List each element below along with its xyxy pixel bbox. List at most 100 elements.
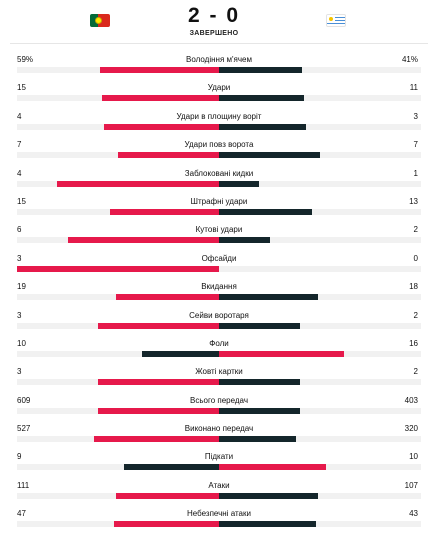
- away-bar: [219, 436, 296, 443]
- home-bar-track: [17, 379, 219, 386]
- header-divider: [10, 43, 428, 44]
- away-bar: [219, 464, 327, 471]
- home-bar: [67, 237, 219, 244]
- home-value: 3: [17, 310, 22, 320]
- home-value: 4: [17, 168, 22, 178]
- home-value: 19: [17, 282, 26, 292]
- away-value: 11: [409, 83, 418, 93]
- stat-row: 527 Виконано передач 320: [0, 419, 428, 447]
- away-bar-track: [219, 350, 421, 357]
- stat-label: Удари в площину воріт: [176, 111, 262, 121]
- stat-row: 15 Удари 11: [0, 78, 428, 106]
- home-bar: [93, 436, 219, 443]
- home-value: 527: [17, 424, 31, 434]
- away-value: 10: [409, 452, 418, 462]
- home-value: 9: [17, 452, 22, 462]
- away-bar-track: [219, 180, 421, 187]
- home-bar-track: [17, 294, 219, 301]
- home-bar: [97, 379, 219, 386]
- home-bar-track: [17, 407, 219, 414]
- home-bar-track: [17, 265, 219, 272]
- home-bar-track: [17, 67, 219, 73]
- stat-row: 7 Удари повз ворота 7: [0, 135, 428, 163]
- home-bar: [17, 265, 219, 272]
- home-value: 10: [17, 338, 26, 348]
- away-value: 320: [404, 424, 418, 434]
- stat-row: 4 Удари в площину воріт 3: [0, 107, 428, 135]
- home-bar-track: [17, 152, 219, 159]
- away-bar-track: [219, 492, 421, 499]
- home-bar: [118, 152, 219, 159]
- stat-label: Небезпечні атаки: [187, 509, 251, 519]
- stat-label: Удари повз ворота: [184, 140, 254, 150]
- away-bar: [219, 407, 300, 414]
- away-value: 2: [413, 225, 418, 235]
- away-value: 43: [409, 509, 418, 519]
- stat-label: Удари: [207, 83, 231, 93]
- stat-row: 6 Кутові удари 2: [0, 220, 428, 248]
- stat-row: 111 Атаки 107: [0, 476, 428, 504]
- stat-label: Атаки: [208, 480, 230, 490]
- home-bar: [57, 180, 219, 187]
- home-value: 15: [17, 196, 26, 206]
- stat-label: Фоли: [209, 338, 229, 348]
- away-bar-track: [219, 123, 421, 130]
- away-bar: [219, 521, 316, 528]
- away-bar: [219, 208, 312, 215]
- away-bar: [219, 152, 320, 159]
- home-bar: [124, 464, 219, 471]
- away-value: 13: [409, 196, 418, 206]
- away-bar-track: [219, 464, 421, 471]
- home-bar: [103, 123, 219, 130]
- away-bar-track: [219, 265, 421, 272]
- away-bar-track: [219, 152, 421, 159]
- home-bar-track: [17, 208, 219, 215]
- away-bar-track: [219, 379, 421, 386]
- away-bar-track: [219, 294, 421, 301]
- home-value: 59%: [17, 55, 34, 64]
- stat-label: Жовті картки: [195, 367, 243, 377]
- stat-label: Сейви воротаря: [189, 310, 249, 320]
- away-value: 3: [413, 111, 418, 121]
- home-bar: [113, 521, 219, 528]
- home-value: 609: [17, 395, 31, 405]
- home-bar: [101, 95, 219, 102]
- home-bar-track: [17, 180, 219, 187]
- away-bar: [219, 67, 302, 73]
- stat-row: 59% Володіння м'ячем 41%: [0, 50, 428, 78]
- away-bar-track: [219, 407, 421, 414]
- match-score: 2 - 0: [187, 4, 241, 27]
- stat-label: Виконано передач: [184, 424, 254, 434]
- home-bar-track: [17, 322, 219, 329]
- match-header: 2 - 0 ЗАВЕРШЕНО: [0, 0, 428, 44]
- away-bar: [219, 379, 300, 386]
- away-value: 41%: [401, 55, 418, 64]
- home-bar: [109, 208, 219, 215]
- away-value: 7: [413, 140, 418, 150]
- home-bar: [115, 492, 219, 499]
- home-value: 3: [17, 253, 22, 263]
- away-value: 2: [413, 310, 418, 320]
- away-bar-track: [219, 208, 421, 215]
- away-value: 107: [404, 480, 418, 490]
- home-bar: [97, 322, 219, 329]
- home-value: 47: [17, 509, 26, 519]
- stat-row: 10 Фоли 16: [0, 334, 428, 362]
- home-bar-track: [17, 350, 219, 357]
- home-value: 15: [17, 83, 26, 93]
- away-bar: [219, 237, 270, 244]
- match-status: ЗАВЕРШЕНО: [189, 30, 239, 37]
- away-bar-track: [219, 436, 421, 443]
- away-bar-track: [219, 67, 421, 73]
- home-bar-track: [17, 123, 219, 130]
- home-value: 111: [17, 480, 30, 490]
- home-value: 3: [17, 367, 22, 377]
- home-bar-track: [17, 464, 219, 471]
- away-bar: [219, 294, 318, 301]
- home-bar-track: [17, 95, 219, 102]
- stat-row: 19 Вкидання 18: [0, 277, 428, 305]
- away-value: 18: [409, 282, 418, 292]
- home-bar: [115, 294, 219, 301]
- stat-row: 4 Заблоковані кидки 1: [0, 164, 428, 192]
- stat-label: Всього передач: [190, 395, 248, 405]
